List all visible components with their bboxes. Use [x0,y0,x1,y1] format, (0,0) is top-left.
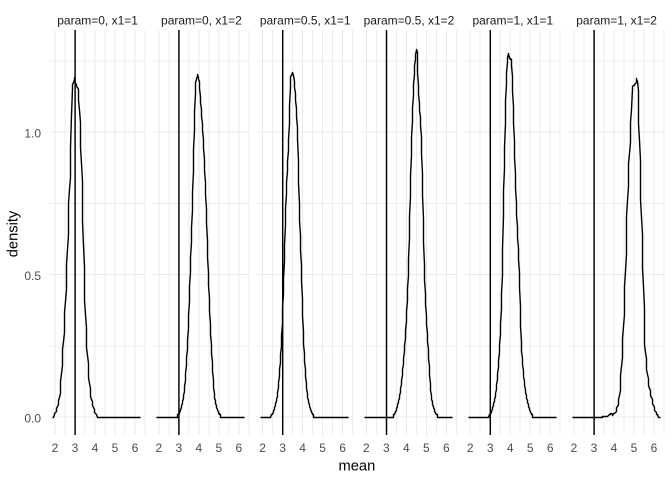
svg-text:4: 4 [92,441,99,455]
svg-text:4: 4 [403,441,410,455]
svg-text:6: 6 [235,441,242,455]
svg-text:3: 3 [591,441,598,455]
svg-text:6: 6 [132,441,139,455]
svg-text:5: 5 [423,441,430,455]
svg-text:1.0: 1.0 [24,126,41,140]
svg-text:4: 4 [299,441,306,455]
svg-text:param=0.5, x1=2: param=0.5, x1=2 [364,14,455,28]
svg-text:param=1, x1=2: param=1, x1=2 [576,14,657,28]
svg-text:6: 6 [651,441,658,455]
svg-text:density: density [6,210,22,257]
svg-text:6: 6 [547,441,554,455]
svg-text:4: 4 [195,441,202,455]
svg-text:5: 5 [631,441,638,455]
svg-text:2: 2 [155,441,162,455]
svg-text:5: 5 [215,441,222,455]
svg-text:4: 4 [611,441,618,455]
svg-text:2: 2 [52,441,59,455]
svg-text:5: 5 [527,441,534,455]
svg-text:3: 3 [175,441,182,455]
svg-text:param=0.5, x1=1: param=0.5, x1=1 [260,14,351,28]
svg-text:6: 6 [443,441,450,455]
svg-text:5: 5 [319,441,326,455]
svg-text:4: 4 [507,441,514,455]
svg-text:2: 2 [363,441,370,455]
svg-text:3: 3 [72,441,79,455]
svg-text:3: 3 [383,441,390,455]
svg-text:3: 3 [279,441,286,455]
svg-text:param=0, x1=1: param=0, x1=1 [57,14,138,28]
svg-text:param=0, x1=2: param=0, x1=2 [161,14,242,28]
svg-text:0.5: 0.5 [24,269,41,283]
svg-text:5: 5 [112,441,119,455]
svg-text:0.0: 0.0 [24,411,41,425]
svg-text:mean: mean [339,459,376,475]
svg-text:6: 6 [339,441,346,455]
svg-text:param=1, x1=1: param=1, x1=1 [472,14,553,28]
svg-text:2: 2 [467,441,474,455]
svg-text:2: 2 [259,441,266,455]
svg-text:2: 2 [571,441,578,455]
svg-text:3: 3 [487,441,494,455]
